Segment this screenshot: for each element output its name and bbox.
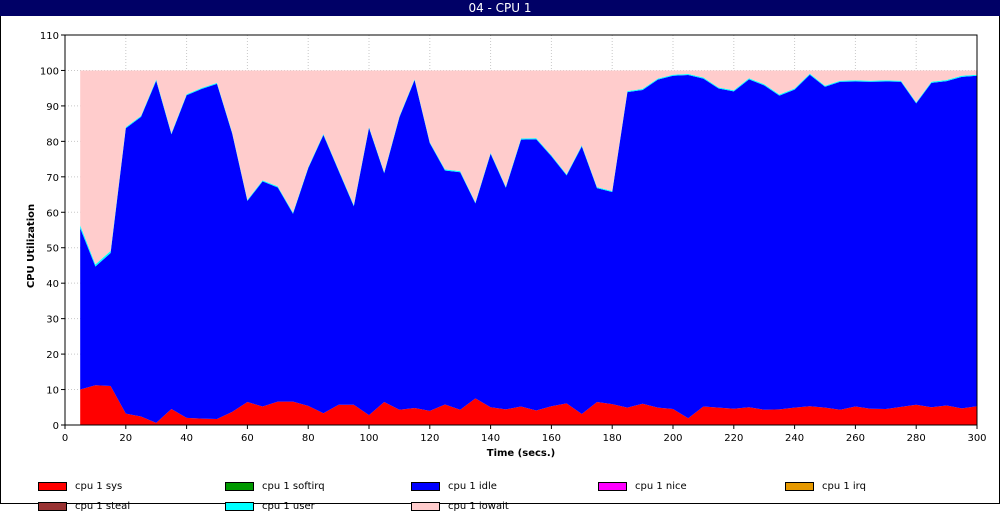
x-tick-label: 280 [907,433,926,444]
x-tick-label: 40 [180,433,193,444]
legend-label: cpu 1 iowait [448,501,509,512]
x-axis-label: Time (secs.) [487,448,556,459]
x-tick-label: 160 [542,433,561,444]
legend-swatch [38,482,67,491]
legend-swatch [225,502,254,511]
legend-label: cpu 1 idle [448,481,497,492]
x-tick-label: 200 [663,433,682,444]
legend-swatch [785,482,814,491]
legend-swatch [411,482,440,491]
area-cpu-1-sys [80,385,977,425]
y-tick-label: 30 [46,315,59,326]
y-tick-label: 50 [46,244,59,255]
x-tick-label: 300 [967,433,986,444]
chart-panel: 0 20 40 60 80 100 120 140 160 180 200 220 240 260 280 3… [0,16,1000,512]
y-tick-label: 100 [40,66,59,77]
x-tick-label: 180 [603,433,622,444]
y-tick-label: 0 [53,421,59,432]
y-tick-label: 10 [46,386,59,397]
y-tick-label: 110 [40,31,59,42]
x-tick-label: 220 [724,433,743,444]
legend-label: cpu 1 user [262,501,315,512]
x-tick-label: 260 [846,433,865,444]
x-tick-label: 240 [785,433,804,444]
legend-label: cpu 1 irq [822,481,866,492]
legend-swatch [38,502,67,511]
legend-swatch [411,502,440,511]
x-tick-label: 100 [359,433,378,444]
y-tick-label: 80 [46,137,59,148]
x-tick-label: 120 [420,433,439,444]
y-tick-label: 60 [46,208,59,219]
x-tick-label: 60 [241,433,254,444]
y-tick-label: 90 [46,102,59,113]
area-cpu-1-idle [80,74,977,423]
x-tick-label: 0 [62,433,68,444]
legend-swatch [598,482,627,491]
legend-label: cpu 1 softirq [262,481,325,492]
cpu-utilization-chart: 0 20 40 60 80 100 120 140 160 180 200 220 240 260 280 3… [26,31,987,459]
area-cpu-1-iowait [80,70,977,265]
x-tick-label: 140 [481,433,500,444]
x-tick-label: 20 [119,433,132,444]
y-axis-label: CPU Utilization [26,204,37,288]
legend-label: cpu 1 sys [75,481,123,492]
y-tick-label: 70 [46,173,59,184]
window-title: 04 - CPU 1 [468,1,532,15]
x-tick-label: 80 [302,433,315,444]
chart-legend: cpu 1 sys cpu 1 softirq cpu 1 idle cpu 1 ni… [1,478,1000,518]
plot-frame [64,34,978,426]
legend-label: cpu 1 steal [75,501,131,512]
window-title-bar: 04 - CPU 1 [0,0,1000,16]
legend-label: cpu 1 nice [635,481,687,492]
y-tick-label: 20 [46,350,59,361]
legend-swatch [225,482,254,491]
y-tick-label: 40 [46,279,59,290]
